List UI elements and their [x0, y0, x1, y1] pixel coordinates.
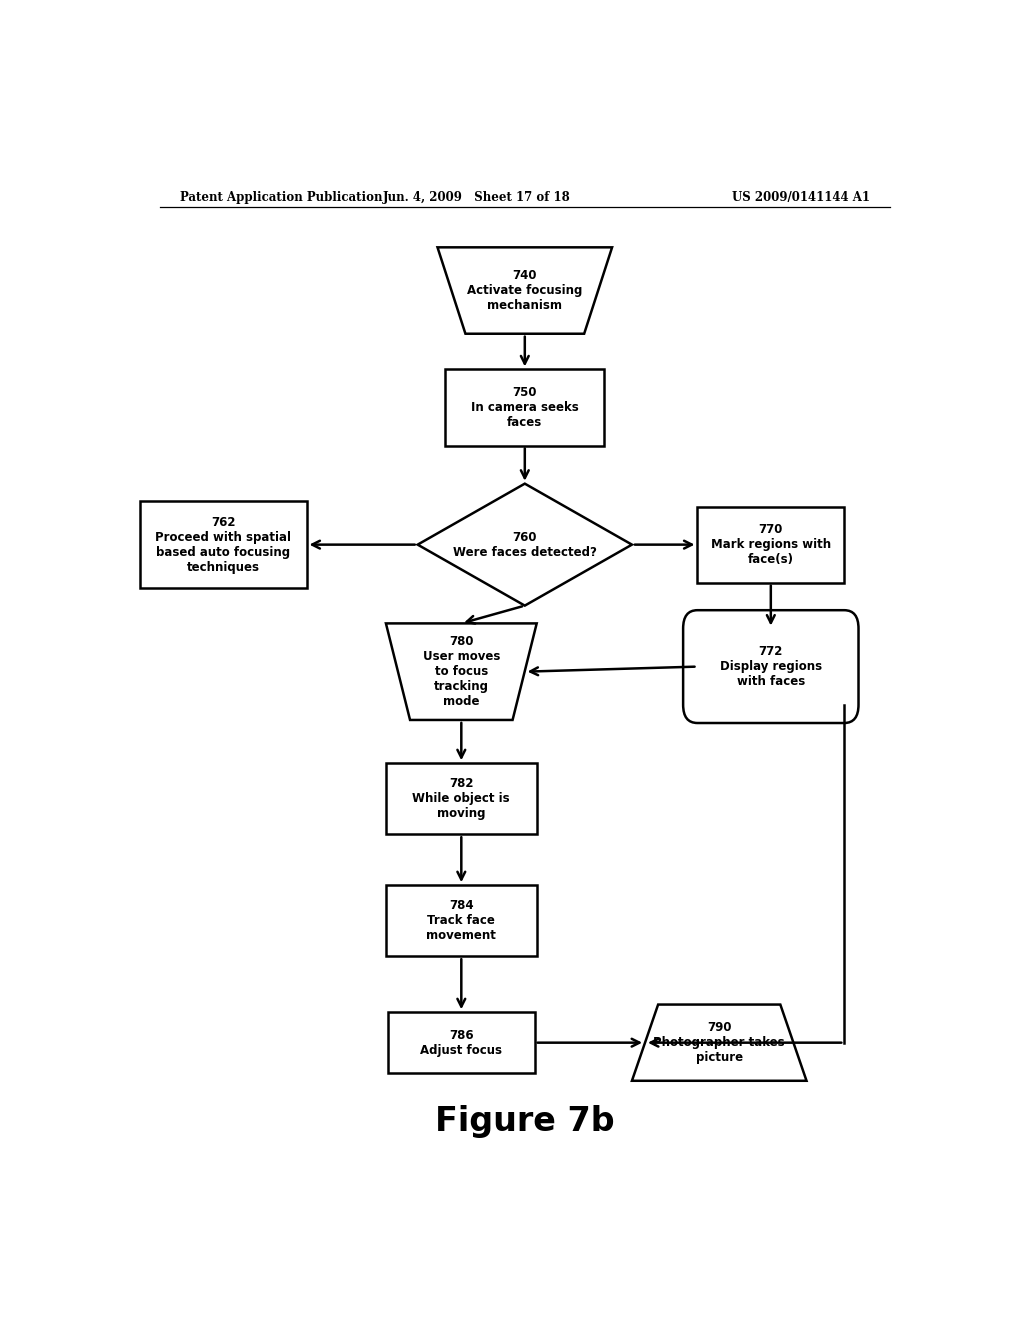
Text: Jun. 4, 2009   Sheet 17 of 18: Jun. 4, 2009 Sheet 17 of 18	[383, 190, 571, 203]
Text: 782
While object is
moving: 782 While object is moving	[413, 777, 510, 820]
Text: 770
Mark regions with
face(s): 770 Mark regions with face(s)	[711, 523, 830, 566]
Text: 772
Display regions
with faces: 772 Display regions with faces	[720, 645, 822, 688]
Text: US 2009/0141144 A1: US 2009/0141144 A1	[732, 190, 870, 203]
Text: 784
Track face
movement: 784 Track face movement	[426, 899, 497, 942]
FancyBboxPatch shape	[386, 886, 537, 956]
Polygon shape	[418, 483, 632, 606]
Text: 790
Photographer takes
picture: 790 Photographer takes picture	[653, 1022, 785, 1064]
Text: 780
User moves
to focus
tracking
mode: 780 User moves to focus tracking mode	[423, 635, 500, 709]
FancyBboxPatch shape	[386, 763, 537, 834]
Text: 762
Proceed with spatial
based auto focusing
techniques: 762 Proceed with spatial based auto focu…	[156, 516, 291, 574]
FancyBboxPatch shape	[388, 1012, 535, 1073]
Polygon shape	[632, 1005, 807, 1081]
FancyBboxPatch shape	[697, 507, 844, 582]
Text: 760
Were faces detected?: 760 Were faces detected?	[453, 531, 597, 558]
Text: 740
Activate focusing
mechanism: 740 Activate focusing mechanism	[467, 269, 583, 312]
Text: 786
Adjust focus: 786 Adjust focus	[420, 1028, 503, 1057]
Text: Figure 7b: Figure 7b	[435, 1105, 614, 1138]
Polygon shape	[437, 247, 612, 334]
Text: Patent Application Publication: Patent Application Publication	[179, 190, 382, 203]
FancyBboxPatch shape	[140, 502, 306, 587]
FancyBboxPatch shape	[683, 610, 858, 723]
Text: 750
In camera seeks
faces: 750 In camera seeks faces	[471, 385, 579, 429]
Polygon shape	[386, 623, 537, 719]
FancyBboxPatch shape	[445, 370, 604, 446]
